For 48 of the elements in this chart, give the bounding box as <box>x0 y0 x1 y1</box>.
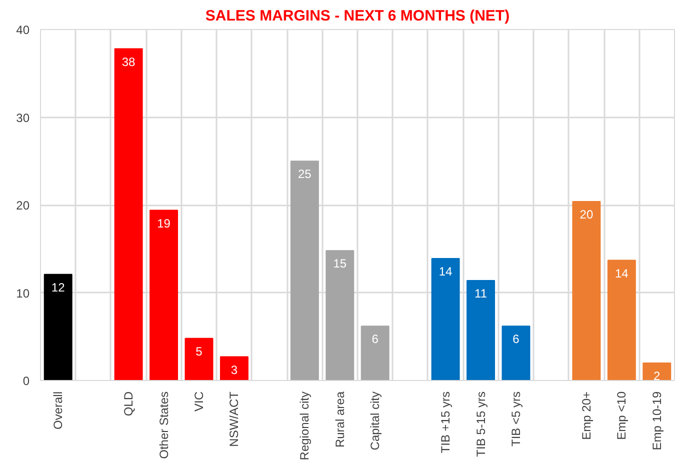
bar <box>431 258 460 380</box>
x-tick-label: QLD <box>122 391 136 416</box>
y-tick-label: 30 <box>16 110 30 125</box>
x-tick-label: VIC <box>192 391 206 412</box>
data-label: 12 <box>51 280 66 294</box>
data-label: 25 <box>298 167 312 182</box>
x-tick-label: Other States <box>156 391 171 459</box>
bar <box>360 326 390 380</box>
data-label: 6 <box>372 332 379 346</box>
bar <box>44 274 72 380</box>
data-label: 6 <box>512 332 520 346</box>
data-label: 38 <box>122 54 136 69</box>
y-tick-label: 0 <box>22 374 30 388</box>
x-tick-label: Emp 10-19 <box>650 391 664 450</box>
x-tick-label: Overall <box>51 391 66 430</box>
bar <box>220 356 248 380</box>
bar <box>607 260 636 380</box>
data-label: 11 <box>474 286 488 300</box>
bar <box>184 338 214 380</box>
data-label: 14 <box>438 264 453 279</box>
x-tick-label: TIB +15 yrs <box>438 392 453 454</box>
bar <box>572 200 601 380</box>
data-label: 15 <box>333 256 347 271</box>
bar <box>502 326 530 380</box>
chart-title: SALES MARGINS - NEXT 6 MONTHS (NET) <box>205 8 510 24</box>
x-tick-label: Emp 20+ <box>579 391 594 440</box>
data-label: 14 <box>614 266 629 280</box>
data-label: 3 <box>230 362 238 377</box>
y-tick-label: 10 <box>16 286 30 300</box>
x-tick-label: Rural area <box>332 391 347 448</box>
data-label: 5 <box>196 344 203 358</box>
bar <box>114 48 143 380</box>
bar <box>150 210 178 380</box>
bar <box>290 160 319 380</box>
y-tick-label: 40 <box>16 23 30 37</box>
bar <box>642 362 672 380</box>
x-tick-label: TIB 5-15 yrs <box>474 391 488 457</box>
x-tick-label: Regional city <box>298 392 312 460</box>
bar <box>326 250 354 380</box>
x-tick-label: NSW/ACT <box>227 390 242 447</box>
x-tick-label: Emp <10 <box>614 391 629 440</box>
data-label: 19 <box>157 216 171 230</box>
x-tick-label: TIB <5 yrs <box>509 392 523 447</box>
x-tick-label: Capital city <box>368 392 382 450</box>
bar <box>466 280 496 380</box>
y-tick-label: 20 <box>16 198 30 212</box>
data-label: 20 <box>580 207 594 222</box>
data-label: 2 <box>654 368 661 383</box>
